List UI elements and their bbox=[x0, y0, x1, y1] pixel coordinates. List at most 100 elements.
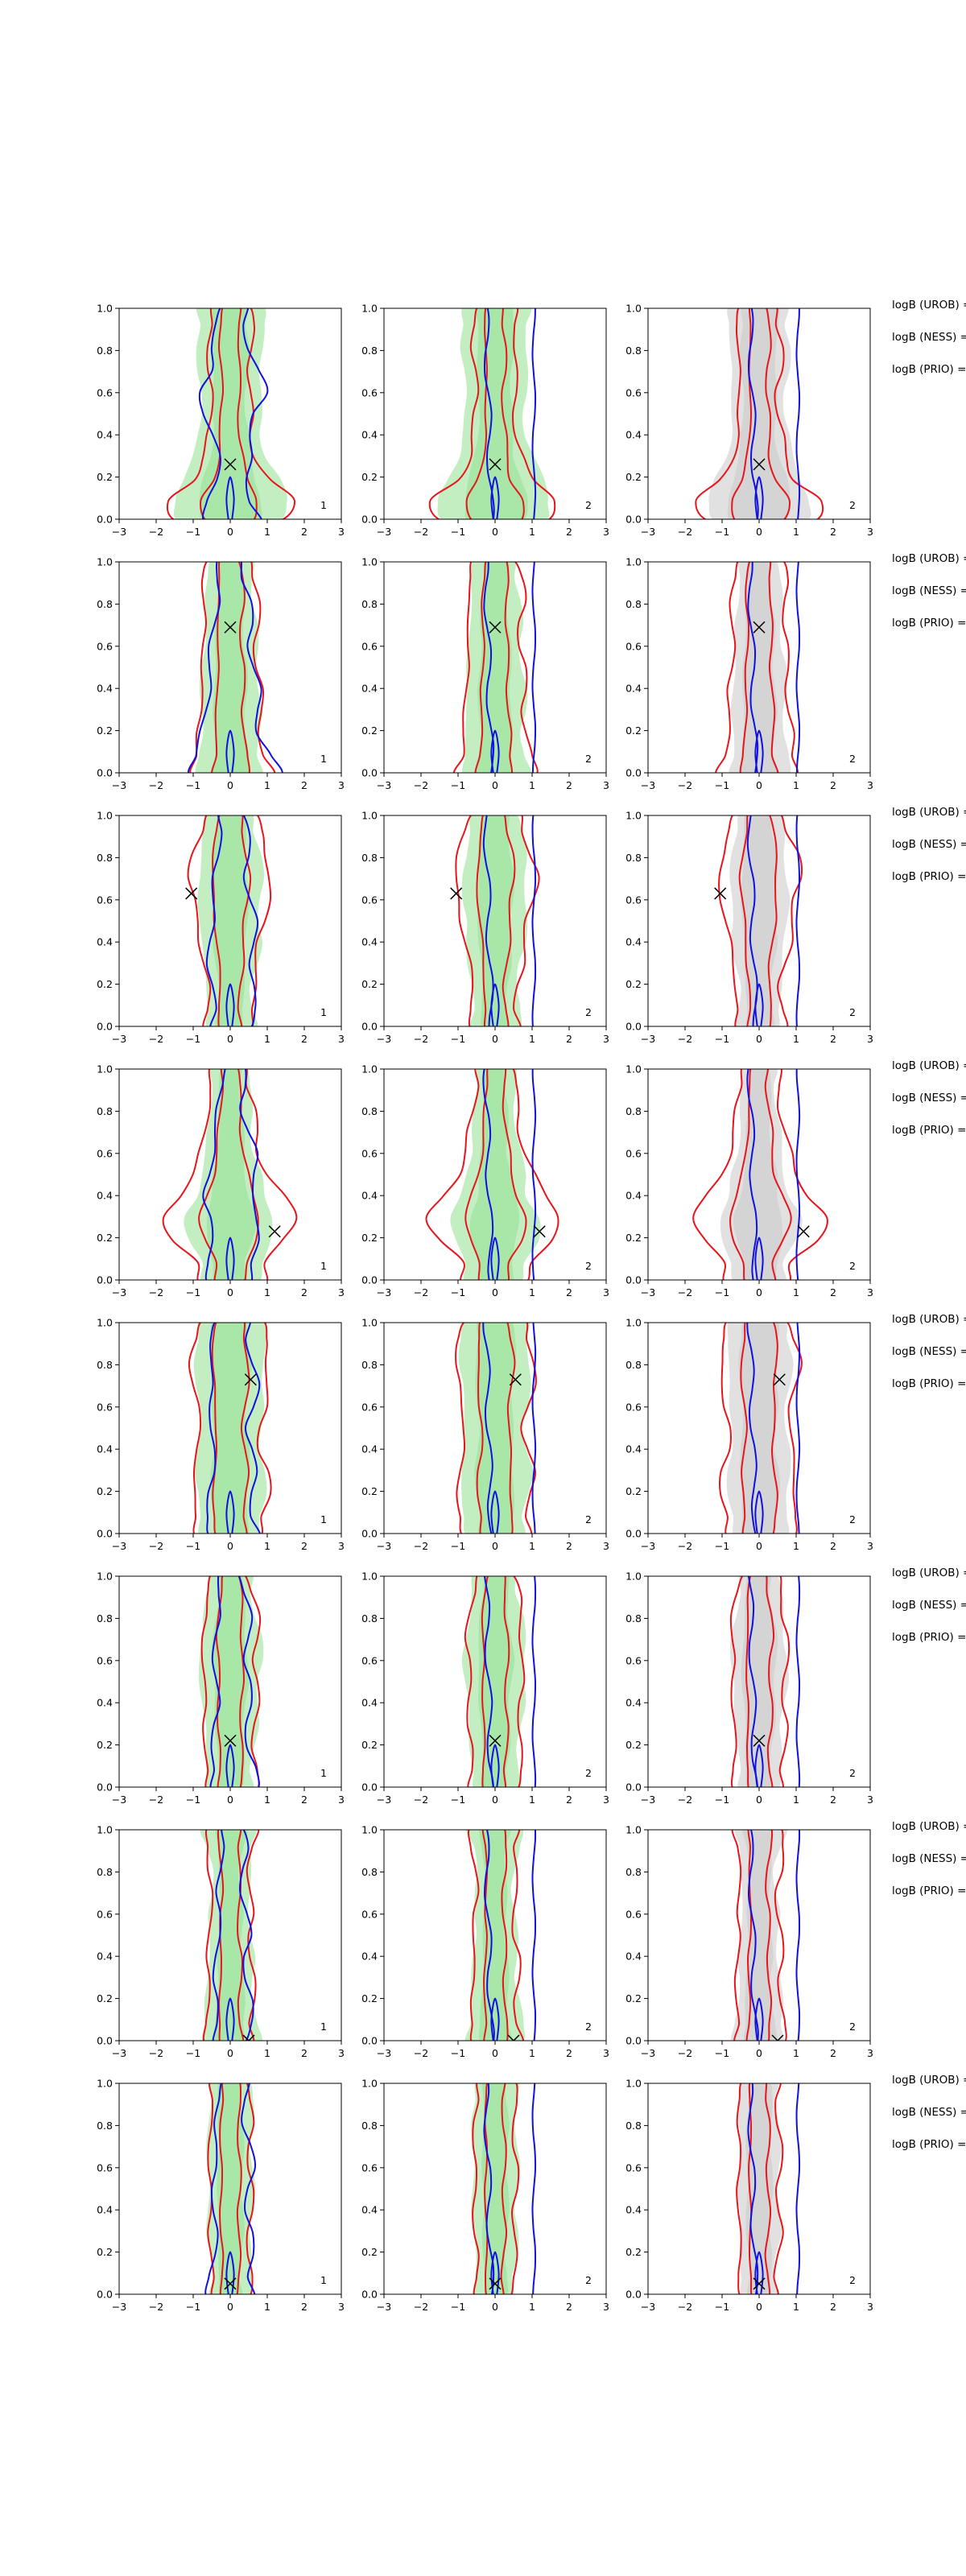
y-tick-label: 0.4 bbox=[361, 1190, 378, 1202]
x-tick-label: 0 bbox=[492, 1794, 498, 1806]
x-tick-label: −2 bbox=[414, 779, 428, 791]
x-tick-label: 3 bbox=[867, 2047, 873, 2059]
blue-contour-line bbox=[795, 1576, 801, 1787]
y-tick-label: 1.0 bbox=[625, 556, 642, 568]
panel-corner-label: 2 bbox=[849, 1006, 856, 1018]
y-tick-label: 0.2 bbox=[97, 1992, 113, 2004]
panel-corner-label: 2 bbox=[585, 1006, 592, 1018]
y-tick-label: 0.8 bbox=[97, 345, 113, 357]
y-tick-label: 0.8 bbox=[97, 1866, 113, 1878]
blue-contour-line bbox=[795, 562, 801, 773]
panel-r6-c3: −3 −2 −1 0 1 2 3 0.0 0.2 0.4 0.6 0.8 1.0 2 bbox=[625, 1571, 873, 1806]
x-tick-label: 0 bbox=[756, 1794, 762, 1806]
y-tick-label: 0.6 bbox=[97, 894, 113, 906]
y-tick-label: 0.0 bbox=[97, 2289, 113, 2301]
y-tick-label: 0.8 bbox=[97, 1612, 113, 1624]
red-contour-inner bbox=[465, 308, 525, 519]
blue-contour-loop bbox=[754, 1997, 764, 2041]
y-tick-label: 0.4 bbox=[97, 1697, 113, 1709]
blue-contour bbox=[205, 815, 259, 1026]
x-tick-label: 3 bbox=[338, 1033, 345, 1045]
y-tick-label: 1.0 bbox=[361, 1571, 378, 1583]
x-tick-label: 1 bbox=[793, 779, 799, 791]
y-tick-label: 0.6 bbox=[97, 1654, 113, 1666]
y-tick-label: 1.0 bbox=[361, 810, 378, 822]
y-tick-label: 1.0 bbox=[97, 303, 113, 315]
marker-x bbox=[714, 887, 727, 900]
red-contour-inner bbox=[481, 1830, 509, 2041]
density-fill-inner bbox=[733, 1069, 783, 1280]
panel-corner-label: 2 bbox=[849, 1767, 856, 1779]
x-tick-label: 0 bbox=[492, 2301, 498, 2313]
x-tick-label: −3 bbox=[641, 1033, 655, 1045]
x-tick-label: 2 bbox=[566, 1033, 572, 1045]
y-tick-label: 0.0 bbox=[361, 2289, 378, 2301]
y-tick-label: 1.0 bbox=[625, 1317, 642, 1329]
red-contour-outer bbox=[736, 2083, 784, 2294]
x-tick-label: −3 bbox=[377, 526, 391, 538]
x-tick-label: 0 bbox=[492, 1033, 498, 1045]
density-fill-inner bbox=[210, 1323, 252, 1534]
y-tick-label: 0.8 bbox=[625, 598, 642, 610]
red-contour-outer bbox=[692, 1069, 828, 1280]
y-tick-label: 0.0 bbox=[625, 1528, 642, 1540]
y-tick-label: 0.6 bbox=[625, 1147, 642, 1159]
x-tick-label: 0 bbox=[492, 1540, 498, 1552]
x-tick-label: 2 bbox=[301, 2301, 308, 2313]
side-label: logB (NESS) = bbox=[892, 1599, 966, 1612]
x-tick-label: 1 bbox=[793, 2047, 799, 2059]
blue-contour-loop bbox=[754, 1744, 764, 1787]
red-contour-outer bbox=[729, 1576, 791, 1787]
x-tick-label: 3 bbox=[603, 2047, 609, 2059]
blue-contour-line bbox=[531, 2083, 537, 2294]
y-tick-label: 1.0 bbox=[97, 1571, 113, 1583]
y-tick-label: 0.6 bbox=[361, 2161, 378, 2174]
x-tick-label: 3 bbox=[338, 1794, 345, 1806]
y-tick-label: 0.2 bbox=[97, 978, 113, 990]
blue-contour bbox=[212, 1830, 254, 2041]
blue-contour-loop bbox=[225, 729, 235, 773]
x-tick-label: 3 bbox=[603, 779, 609, 791]
blue-contour-loop bbox=[490, 476, 500, 519]
red-contour-inner bbox=[748, 2083, 772, 2294]
side-label: logB (NESS) = bbox=[892, 1092, 966, 1104]
plot-area bbox=[692, 1069, 828, 1280]
blue-contour-line bbox=[531, 1069, 537, 1280]
density-fill-inner bbox=[464, 308, 528, 519]
marker-x bbox=[533, 1225, 546, 1238]
x-tick-label: −1 bbox=[451, 2301, 465, 2313]
y-tick-label: 0.6 bbox=[625, 1654, 642, 1666]
blue-contour-line bbox=[747, 1830, 759, 2041]
side-label: logB (PRIO) = bbox=[892, 1631, 966, 1644]
blue-contour-line bbox=[795, 815, 801, 1026]
x-tick-label: −2 bbox=[149, 1794, 163, 1806]
y-tick-label: 0.8 bbox=[361, 1612, 378, 1624]
panel-corner-label: 2 bbox=[849, 1260, 856, 1272]
marker-x bbox=[242, 2034, 255, 2041]
red-contour-outer bbox=[467, 1830, 524, 2041]
y-tick-label: 0.4 bbox=[97, 1443, 113, 1455]
y-tick-label: 1.0 bbox=[625, 2078, 642, 2090]
blue-contour-line bbox=[482, 1069, 494, 1280]
plot-area bbox=[188, 562, 283, 773]
x-tick-label: −2 bbox=[414, 2301, 428, 2313]
x-tick-label: −1 bbox=[186, 779, 200, 791]
y-tick-label: 0.4 bbox=[361, 2204, 378, 2216]
y-tick-label: 1.0 bbox=[97, 810, 113, 822]
x-tick-label: 1 bbox=[264, 1794, 270, 1806]
red-contour-outer bbox=[455, 815, 540, 1026]
blue-contour-loop bbox=[490, 1997, 500, 2041]
x-tick-label: −2 bbox=[149, 2301, 163, 2313]
x-tick-label: −1 bbox=[715, 526, 729, 538]
x-tick-label: 2 bbox=[566, 1794, 572, 1806]
y-tick-label: 0.6 bbox=[361, 1654, 378, 1666]
y-tick-label: 0.0 bbox=[97, 1274, 113, 1286]
y-tick-label: 0.0 bbox=[361, 2035, 378, 2047]
x-tick-label: −3 bbox=[112, 2047, 126, 2059]
blue-contour-line bbox=[747, 1576, 759, 1787]
red-contour-outer bbox=[452, 562, 539, 773]
x-tick-label: 0 bbox=[756, 526, 762, 538]
panel-r7-c1: −3 −2 −1 0 1 2 3 0.0 0.2 0.4 0.6 0.8 1.0 1 bbox=[97, 1824, 345, 2060]
y-tick-label: 0.6 bbox=[625, 386, 642, 398]
